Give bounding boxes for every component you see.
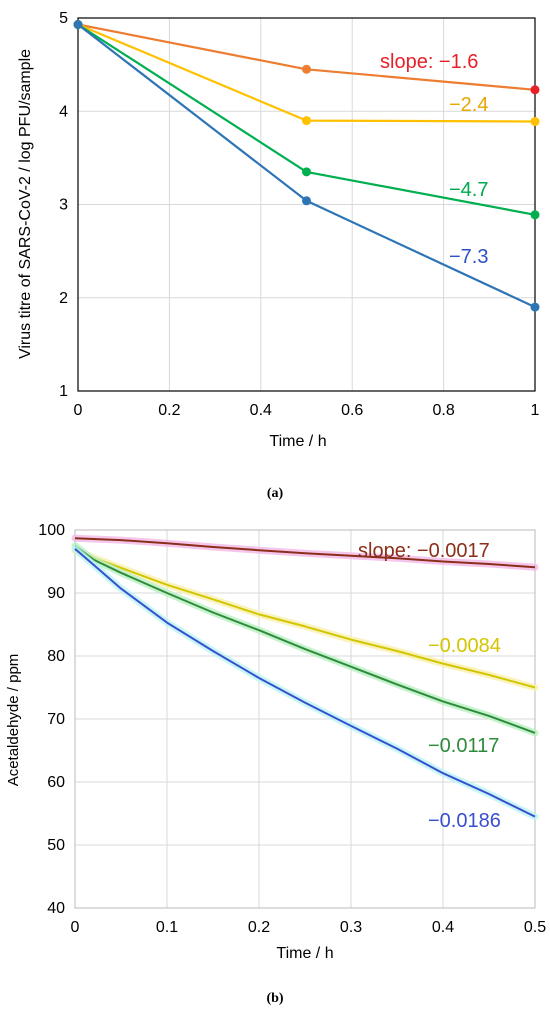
series-line-2	[74, 549, 536, 689]
y-tick-label: 70	[47, 711, 65, 728]
y-tick-label: 50	[47, 837, 65, 854]
slope-label-b-2: −0.0084	[428, 635, 501, 657]
x-axis-label-a: Time / h	[269, 433, 326, 450]
x-tick-label: 0.8	[432, 402, 454, 419]
x-tick-label: 1	[531, 402, 540, 419]
x-tick-label: 0.5	[524, 919, 546, 936]
x-tick-label: 0	[71, 919, 80, 936]
slope-label-a-3: −4.7	[449, 179, 488, 201]
data-point	[302, 167, 311, 177]
y-tick-label: 2	[59, 290, 68, 307]
data-point	[530, 210, 540, 220]
y-tick-label: 5	[59, 10, 68, 27]
y-tick-label: 60	[47, 774, 65, 791]
slope-label-a-2: −2.4	[449, 94, 488, 116]
slope-label-b-1: slope: −0.0017	[358, 540, 490, 562]
series-line-4	[74, 548, 536, 818]
series-halo	[71, 547, 539, 691]
data-point	[73, 20, 83, 30]
data-point	[530, 302, 540, 312]
x-tick-label: 0.2	[158, 402, 180, 419]
y-tick-label: 100	[38, 522, 65, 539]
series-line-3	[74, 544, 536, 734]
y-tick-label: 3	[59, 197, 68, 214]
x-axis-label-b: Time / h	[276, 945, 333, 962]
slope-label-a-4: −7.3	[449, 246, 488, 268]
series-halo	[71, 545, 539, 821]
x-tick-label: 0.4	[432, 919, 454, 936]
panel-caption-a: (a)	[267, 486, 284, 501]
slope-label-b-4: −0.0186	[428, 810, 501, 832]
y-tick-label: 1	[59, 383, 68, 400]
x-tick-label: 0.4	[250, 402, 272, 419]
slope-label-a-1: slope: −1.6	[380, 51, 478, 73]
data-point	[302, 196, 311, 206]
series-line-1	[74, 537, 536, 569]
data-point	[302, 64, 311, 74]
x-tick-label: 0.1	[156, 919, 178, 936]
slope-label-b-3: −0.0117	[428, 735, 499, 757]
y-tick-label: 4	[59, 103, 68, 120]
x-tick-label: 0.3	[340, 919, 362, 936]
chart-b: 40 50 60 70 80 90 100 0 0.1 0.2 0.3 0.4 0.5 Acetald…	[5, 522, 546, 1006]
chart-a: 1 2 3 4 5 0 0.2 0.4 0.6 0.8 1 Virus titre of SARS…	[17, 10, 540, 501]
data-point	[530, 85, 540, 95]
y-axis-label-b: Acetaldehyde / ppm	[5, 654, 22, 787]
y-axis-label-a: Virus titre of SARS-CoV-2 / log PFU/samp…	[17, 49, 34, 359]
plot-area-frame-a	[77, 17, 536, 392]
panel-caption-b: (b)	[266, 991, 283, 1006]
y-tick-label: 90	[47, 585, 65, 602]
plot-area-frame-b	[74, 529, 536, 909]
x-tick-label: 0.2	[248, 919, 270, 936]
data-point	[302, 116, 311, 126]
y-tick-label: 40	[47, 900, 65, 917]
x-tick-label: 0.6	[341, 402, 363, 419]
data-point	[530, 117, 540, 127]
y-tick-label: 80	[47, 648, 65, 665]
x-tick-label: 0	[74, 402, 83, 419]
